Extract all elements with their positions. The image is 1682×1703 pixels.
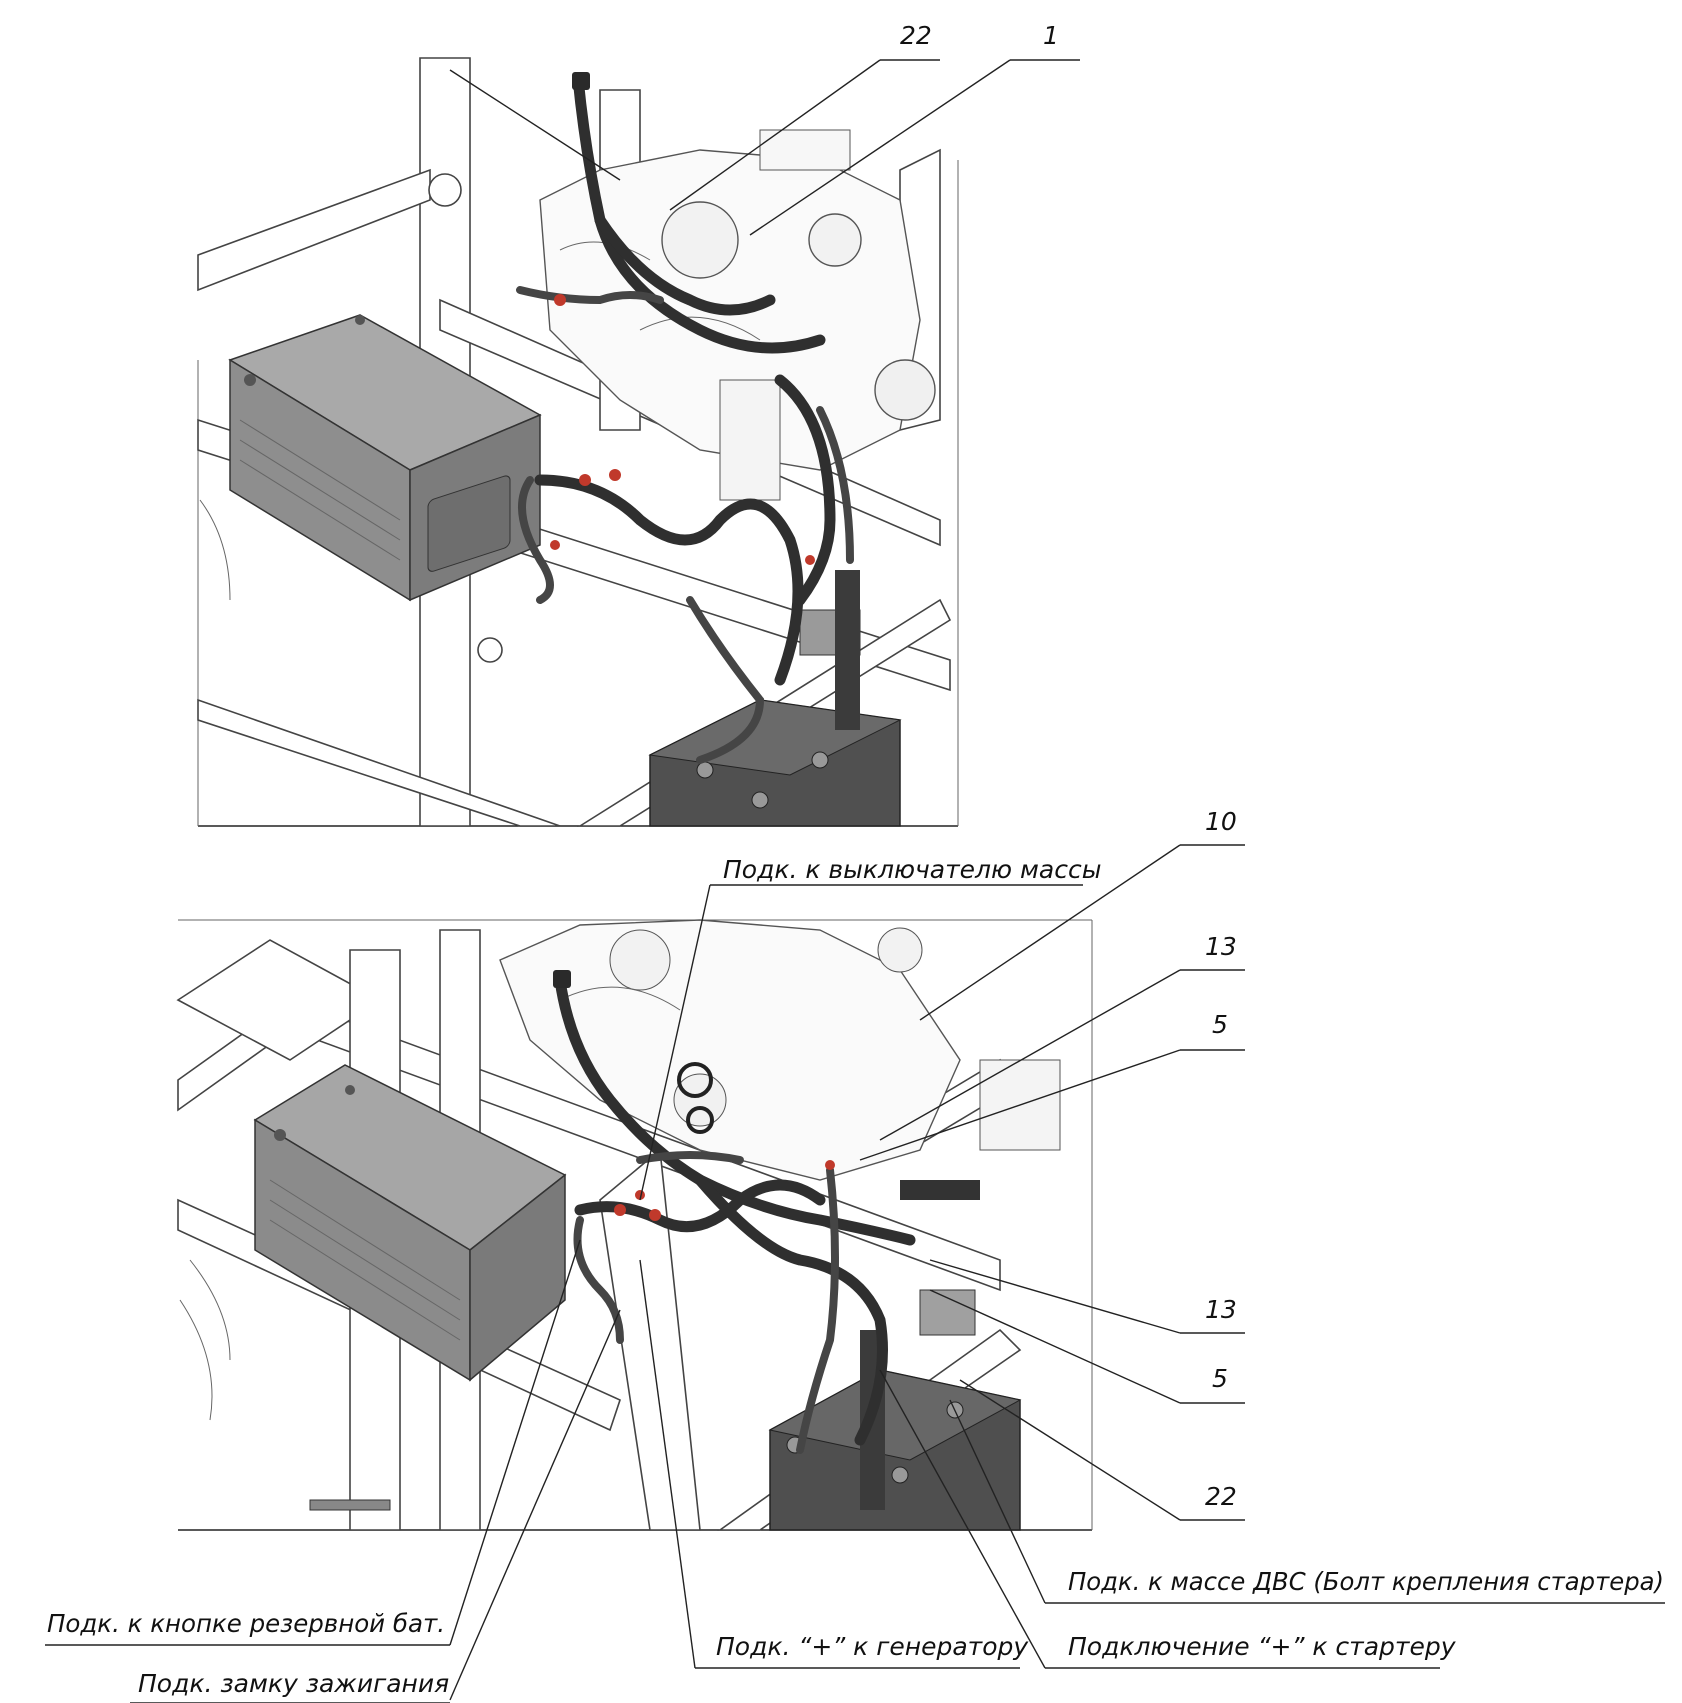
callout-top-1: 1: [1043, 21, 1059, 50]
callout-top-22: 22: [900, 21, 932, 50]
top-harness: [516, 72, 854, 764]
callout-b-22: 22: [1205, 1482, 1237, 1511]
top-leaders: [449, 59, 1080, 236]
label-ignition-lock: Подк. замку зажигания: [138, 1669, 449, 1698]
callout-b-5a: 5: [1212, 1010, 1228, 1039]
callout-b-13b: 13: [1205, 1295, 1237, 1324]
top-view: 22 1: [197, 21, 1080, 827]
bottom-leaders: [45, 844, 1665, 1703]
callout-b-5b: 5: [1212, 1364, 1228, 1393]
label-mass-switch: Подк. к выключателю массы: [723, 855, 1101, 884]
callout-b-13a: 13: [1205, 932, 1237, 961]
label-starter-plus: Подключение “+” к стартеру: [1068, 1632, 1457, 1661]
label-generator-plus: Подк. “+” к генератору: [716, 1632, 1029, 1661]
bottom-battery: [768, 1289, 1022, 1531]
top-control-box: [228, 314, 542, 602]
label-reserve-battery-button: Подк. к кнопке резервной бат.: [47, 1609, 445, 1638]
bottom-engine: [499, 919, 1061, 1200]
bottom-view: 10 13 5 13 5 22 Подк. к выключателю масс…: [45, 807, 1665, 1703]
bottom-harness: [553, 970, 916, 1454]
label-engine-ground: Подк. к массе ДВС (Болт крепления старте…: [1068, 1567, 1664, 1596]
callout-b-10: 10: [1205, 807, 1237, 836]
bottom-control-box: [253, 1064, 567, 1382]
top-battery: [648, 570, 902, 827]
